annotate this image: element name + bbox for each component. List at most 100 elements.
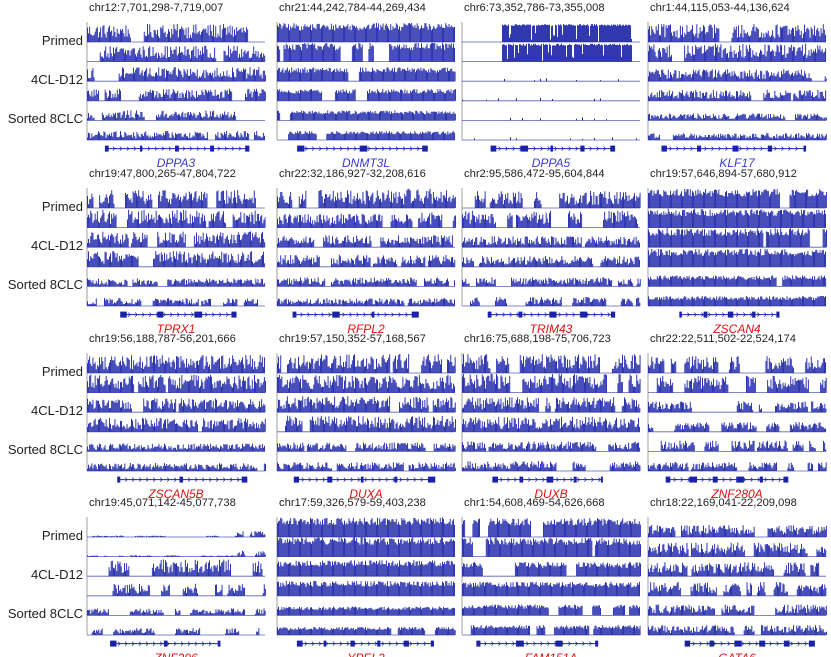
coverage-track (648, 625, 827, 635)
coverage-track (462, 397, 641, 413)
coverage-panel (647, 517, 827, 647)
coverage-track (277, 298, 455, 306)
coverage-panel (647, 353, 827, 483)
coverage-track (87, 110, 237, 121)
coverage-track (648, 401, 827, 413)
coverage-track (87, 67, 266, 82)
gene-name-label: FAM151A (462, 651, 640, 657)
coverage-panel (276, 22, 456, 152)
coverage-panel (647, 22, 827, 152)
coverage-panel (461, 517, 641, 647)
track-row-label: Primed (41, 199, 83, 214)
coverage-panel (461, 188, 641, 318)
coverage-track (648, 296, 826, 306)
coverage-track (474, 191, 641, 208)
coverage-track (87, 231, 266, 248)
coverage-track (474, 137, 637, 140)
track-row-label: Primed (41, 33, 83, 48)
coverage-track (462, 236, 640, 248)
coverage-track (462, 277, 641, 287)
coverage-track (462, 461, 641, 471)
coverage-track (91, 628, 260, 635)
coverage-track (87, 550, 266, 557)
gene-model (292, 311, 419, 318)
coverage-track (648, 189, 827, 208)
coverage-track (462, 441, 641, 452)
coverage-track (87, 608, 266, 616)
gene-model (661, 145, 807, 152)
coverage-track (648, 462, 827, 471)
gene-model (476, 640, 599, 647)
coverage-track (277, 354, 456, 373)
panel-coordinate-label: chr19:45,071,142-45,077,738 (89, 497, 236, 509)
coverage-panel (86, 188, 266, 318)
gene-model (684, 640, 815, 647)
coverage-track (91, 531, 266, 537)
panel-coordinate-label: chr1:54,608,469-54,626,668 (464, 497, 605, 509)
coverage-track (648, 542, 827, 557)
coverage-track (462, 256, 640, 267)
panel-coordinate-label: chr6:73,352,786-73,355,008 (464, 2, 605, 14)
coverage-track (462, 354, 641, 373)
coverage-track (87, 131, 265, 140)
coverage-track (285, 415, 456, 432)
coverage-track (648, 113, 827, 121)
coverage-track (462, 604, 640, 616)
gene-name-label: DPPA5 (531, 155, 571, 170)
gene-model (490, 145, 616, 152)
gene-model (110, 640, 221, 647)
gene-name-label: ZSCAN5B (148, 486, 204, 501)
coverage-track (277, 374, 455, 393)
gene-name-label: GATA6 (648, 651, 826, 657)
coverage-track (648, 525, 827, 537)
coverage-track (462, 581, 640, 596)
panel-coordinate-label: chr22:32,186,927-32,208,616 (279, 168, 426, 180)
coverage-track (277, 89, 456, 101)
coverage-track (470, 297, 641, 306)
gene-name-label: ZNF296 (87, 651, 265, 657)
coverage-track (87, 443, 265, 452)
coverage-track (648, 422, 826, 432)
track-row-label: Primed (41, 364, 83, 379)
coverage-panel (86, 517, 266, 647)
track-row-label: Sorted 8CLC (7, 442, 83, 458)
coverage-track (87, 355, 265, 373)
track-row-label: 4CL-D12 (30, 238, 83, 254)
gene-model (679, 311, 780, 318)
gene-name-label: DUXB (534, 486, 568, 501)
gene-model (117, 476, 248, 483)
coverage-track (87, 463, 266, 471)
coverage-track (648, 604, 827, 616)
gene-model (104, 145, 250, 152)
coverage-track (277, 254, 456, 267)
coverage-track (648, 89, 827, 101)
coverage-track (502, 43, 632, 62)
coverage-track (277, 537, 455, 557)
coverage-track (108, 559, 263, 577)
panel-coordinate-label: chr19:57,646,894-57,680,912 (650, 168, 797, 180)
coverage-track (462, 416, 640, 432)
coverage-track (504, 78, 619, 82)
track-row-label: 4CL-D12 (30, 72, 83, 88)
gene-name-label: DNMT3L (341, 155, 390, 170)
coverage-track (277, 580, 455, 596)
panel-coordinate-label: chr1:44,115,053-44,136,624 (650, 2, 790, 14)
gene-name-label: ZNF280A (711, 486, 763, 501)
panel-coordinate-label: chr18:22,169,041-22,209,098 (650, 497, 797, 509)
coverage-track (277, 606, 455, 616)
gene-name-label: KLF17 (719, 155, 755, 170)
coverage-track (470, 625, 641, 635)
coverage-panel (86, 22, 266, 152)
panel-coordinate-label: chr16:75,688,198-75,706,723 (464, 333, 611, 345)
coverage-track (656, 375, 827, 393)
coverage-track (277, 110, 456, 121)
coverage-track (87, 209, 266, 228)
coverage-track (277, 442, 456, 452)
gene-model (120, 311, 237, 318)
coverage-track (87, 374, 266, 393)
coverage-track (648, 356, 826, 373)
gene-name-label: DPPA3 (156, 155, 196, 170)
gene-model (293, 476, 436, 483)
track-row-label: Sorted 8CLC (7, 111, 83, 127)
coverage-track (462, 97, 601, 101)
